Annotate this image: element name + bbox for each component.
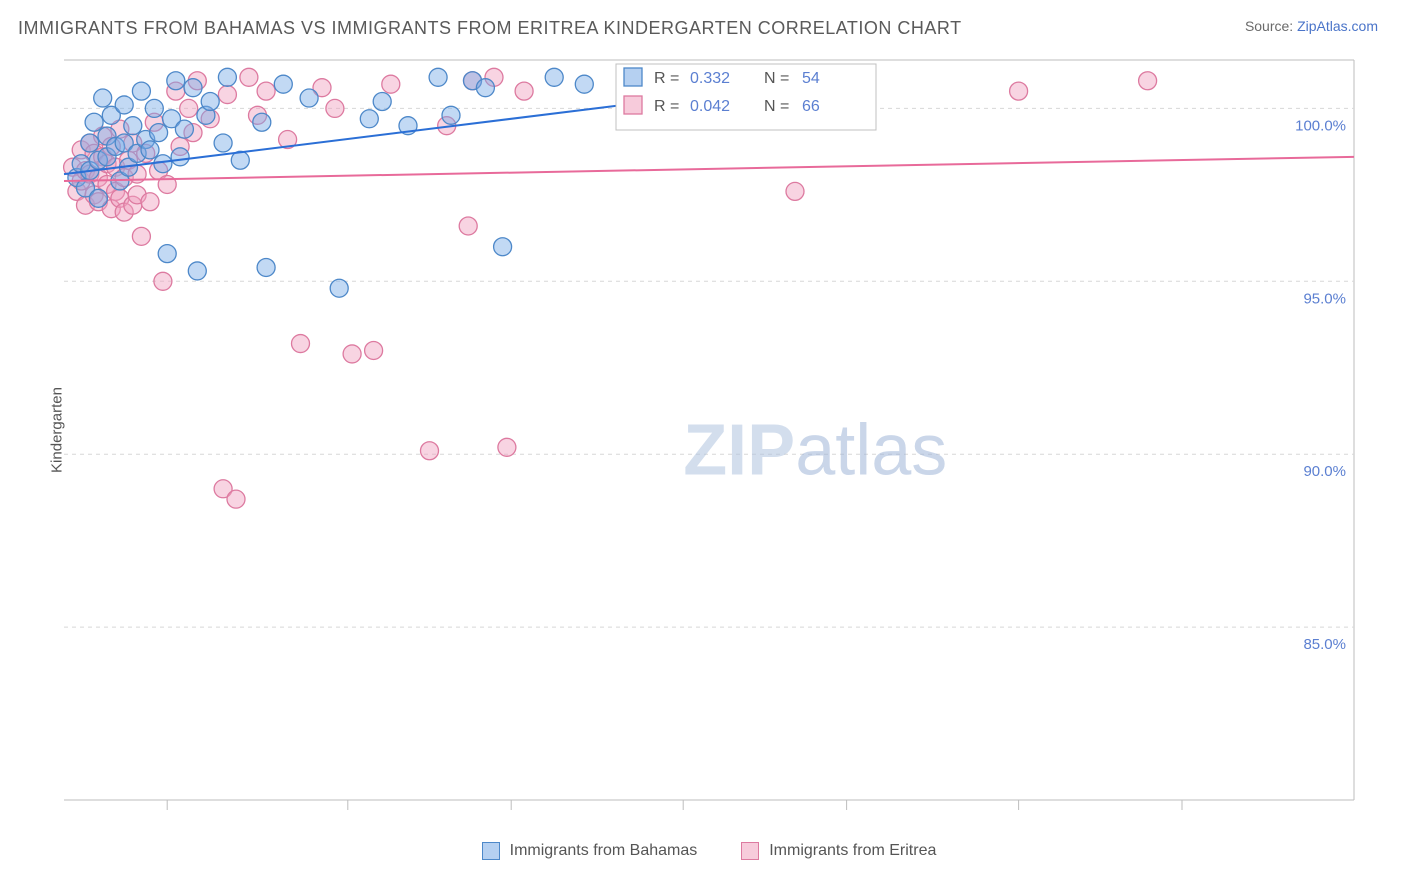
data-point <box>240 68 258 86</box>
data-point <box>188 262 206 280</box>
data-point <box>330 279 348 297</box>
legend-n-value: 54 <box>802 70 820 87</box>
data-point <box>132 82 150 100</box>
legend-n-label: N = <box>764 98 789 115</box>
data-point <box>214 134 232 152</box>
data-point <box>274 75 292 93</box>
legend-item-eritrea: Immigrants from Eritrea <box>741 842 936 860</box>
svg-text:100.0%: 100.0% <box>1295 117 1346 134</box>
data-point <box>158 245 176 263</box>
chart-title: IMMIGRANTS FROM BAHAMAS VS IMMIGRANTS FR… <box>18 18 962 39</box>
data-point <box>365 341 383 359</box>
data-point <box>184 79 202 97</box>
data-point <box>85 113 103 131</box>
data-point <box>132 227 150 245</box>
data-point <box>429 68 447 86</box>
data-point <box>382 75 400 93</box>
data-point <box>257 258 275 276</box>
legend-swatch <box>624 68 642 86</box>
data-point <box>498 438 516 456</box>
svg-text:90.0%: 90.0% <box>1303 463 1346 480</box>
legend-r-value: 0.332 <box>690 70 730 87</box>
data-point <box>115 96 133 114</box>
source-label: Source: <box>1245 18 1293 34</box>
scatter-plot: 85.0% 90.0% 95.0% 100.0% ZIPatlas R = 0.332 N =… <box>44 50 1374 810</box>
legend-swatch-blue <box>482 842 500 860</box>
data-point <box>373 92 391 110</box>
data-point <box>545 68 563 86</box>
data-point <box>81 134 99 152</box>
source-attribution: Source: ZipAtlas.com <box>1245 18 1378 34</box>
data-point <box>154 272 172 290</box>
data-point <box>145 99 163 117</box>
data-point <box>253 113 271 131</box>
data-point <box>343 345 361 363</box>
source-link[interactable]: ZipAtlas.com <box>1297 18 1378 34</box>
data-point <box>124 117 142 135</box>
data-point <box>257 82 275 100</box>
data-point <box>1139 72 1157 90</box>
legend-n-value: 66 <box>802 98 820 115</box>
data-point <box>89 189 107 207</box>
data-point <box>300 89 318 107</box>
data-point <box>1010 82 1028 100</box>
legend-swatch-pink <box>741 842 759 860</box>
data-point <box>201 92 219 110</box>
data-point <box>494 238 512 256</box>
data-point <box>459 217 477 235</box>
data-point <box>180 99 198 117</box>
data-point <box>171 148 189 166</box>
data-point <box>326 99 344 117</box>
data-point <box>141 193 159 211</box>
svg-text:85.0%: 85.0% <box>1303 636 1346 653</box>
data-point <box>421 442 439 460</box>
data-point <box>786 182 804 200</box>
svg-text:95.0%: 95.0% <box>1303 290 1346 307</box>
data-point <box>141 141 159 159</box>
data-point <box>476 79 494 97</box>
data-point <box>515 82 533 100</box>
data-point <box>360 110 378 128</box>
data-point <box>218 68 236 86</box>
trend-line <box>64 157 1354 181</box>
legend-item-bahamas: Immigrants from Bahamas <box>482 842 698 860</box>
data-point <box>575 75 593 93</box>
data-point <box>94 89 112 107</box>
data-point <box>167 72 185 90</box>
legend-label: Immigrants from Bahamas <box>510 842 698 860</box>
legend-r-value: 0.042 <box>690 98 730 115</box>
y-axis-label: Kindergarten <box>48 387 65 473</box>
data-point <box>175 120 193 138</box>
legend-n-label: N = <box>764 70 789 87</box>
bottom-legend: Immigrants from Bahamas Immigrants from … <box>44 842 1374 860</box>
legend-r-label: R = <box>654 70 679 87</box>
chart-container: Kindergarten 85.0% 90.0% 95.0% 100.0% ZIPatl… <box>44 50 1374 810</box>
data-point <box>227 490 245 508</box>
data-point <box>292 335 310 353</box>
svg-text:ZIPatlas: ZIPatlas <box>683 410 947 490</box>
legend-label: Immigrants from Eritrea <box>769 842 936 860</box>
data-point <box>218 86 236 104</box>
data-point <box>154 155 172 173</box>
data-point <box>442 106 460 124</box>
legend-r-label: R = <box>654 98 679 115</box>
legend-swatch <box>624 96 642 114</box>
data-point <box>150 124 168 142</box>
